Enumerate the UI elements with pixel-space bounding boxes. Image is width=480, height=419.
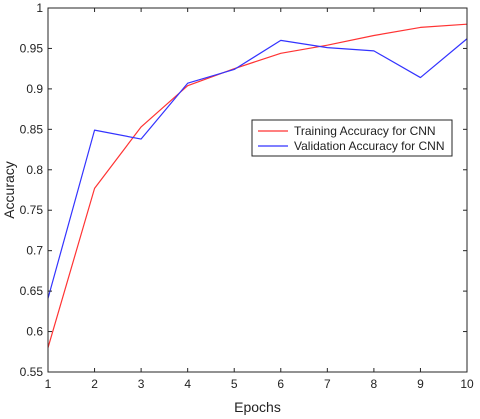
axes-box bbox=[47, 7, 468, 373]
y-tick-label: 0.75 bbox=[20, 203, 44, 217]
labels-layer: 1 2 3 4 5 6 7 8 9 10 0.55 0.6 0.65 0.7 0.75 0.8 0.85 0.9 0… bbox=[1, 1, 474, 415]
y-tick-label: 0.8 bbox=[26, 163, 43, 177]
series-line-training bbox=[47, 23, 468, 348]
y-tick-label: 1 bbox=[36, 1, 43, 15]
x-tick-label: 5 bbox=[231, 377, 238, 391]
y-tick-label: 0.85 bbox=[20, 122, 44, 136]
plot-background bbox=[48, 8, 467, 372]
legend-box bbox=[251, 119, 453, 157]
legend-label: Validation Accuracy for CNN bbox=[294, 139, 445, 153]
series-layer bbox=[47, 23, 468, 348]
y-tick-label: 0.9 bbox=[26, 82, 43, 96]
plot-area bbox=[48, 8, 467, 372]
x-tick-label: 6 bbox=[277, 377, 284, 391]
x-tick-label: 3 bbox=[138, 377, 145, 391]
y-tick-label: 0.95 bbox=[20, 41, 44, 55]
x-tick-label: 10 bbox=[460, 377, 474, 391]
x-tick-label: 1 bbox=[45, 377, 52, 391]
series-line-validation bbox=[47, 38, 468, 299]
axes-layer bbox=[47, 7, 468, 373]
y-tick-label: 0.55 bbox=[20, 365, 44, 379]
y-tick-label: 0.7 bbox=[26, 244, 43, 258]
y-tick-label: 0.65 bbox=[20, 284, 44, 298]
x-tick-label: 4 bbox=[184, 377, 191, 391]
legend-label: Training Accuracy for CNN bbox=[294, 124, 436, 138]
x-tick-label: 2 bbox=[91, 377, 98, 391]
y-tick-label: 0.6 bbox=[26, 325, 43, 339]
x-axis-title: Epochs bbox=[234, 399, 281, 415]
y-axis-title: Accuracy bbox=[1, 161, 17, 219]
x-tick-label: 9 bbox=[417, 377, 424, 391]
x-tick-label: 8 bbox=[371, 377, 378, 391]
x-tick-label: 7 bbox=[324, 377, 331, 391]
